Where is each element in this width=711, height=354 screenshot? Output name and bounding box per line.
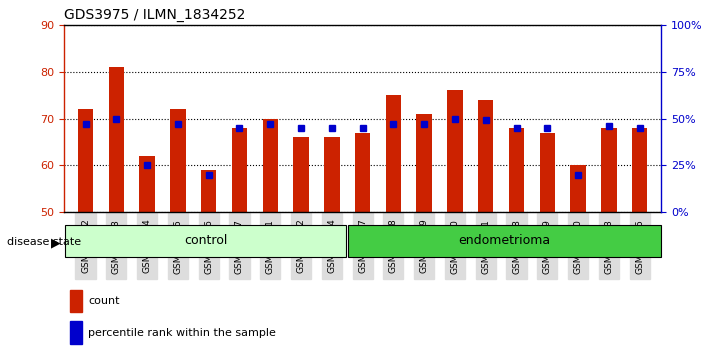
Bar [540, 133, 555, 212]
Bar [632, 128, 648, 212]
Bar [509, 128, 524, 212]
Bar [139, 156, 155, 212]
Bar [232, 128, 247, 212]
Bar [385, 95, 401, 212]
Text: count: count [88, 296, 119, 306]
FancyBboxPatch shape [348, 225, 661, 257]
Text: control: control [183, 234, 227, 247]
Bar [70, 290, 82, 312]
Bar [478, 100, 493, 212]
Bar [324, 137, 340, 212]
Bar [294, 137, 309, 212]
Bar [417, 114, 432, 212]
Text: disease state: disease state [7, 238, 81, 247]
Bar [201, 170, 216, 212]
Text: endometrioma: endometrioma [458, 234, 550, 247]
Bar [355, 133, 370, 212]
Bar [262, 119, 278, 212]
Bar [70, 321, 82, 344]
Bar [570, 165, 586, 212]
Text: percentile rank within the sample: percentile rank within the sample [88, 328, 276, 338]
Bar [602, 128, 616, 212]
Bar [109, 67, 124, 212]
Bar [447, 90, 463, 212]
FancyBboxPatch shape [65, 225, 346, 257]
Bar [170, 109, 186, 212]
Bar [77, 109, 93, 212]
Text: GDS3975 / ILMN_1834252: GDS3975 / ILMN_1834252 [64, 8, 245, 22]
Text: ▶: ▶ [50, 236, 60, 249]
